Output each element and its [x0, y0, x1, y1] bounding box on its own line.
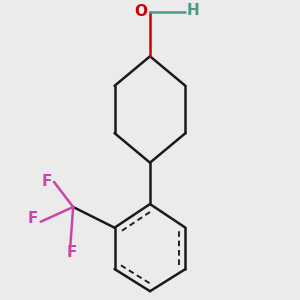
Text: H: H [187, 3, 199, 18]
Text: F: F [28, 211, 38, 226]
Text: O: O [135, 4, 148, 20]
Text: F: F [41, 174, 52, 189]
Text: F: F [67, 245, 77, 260]
